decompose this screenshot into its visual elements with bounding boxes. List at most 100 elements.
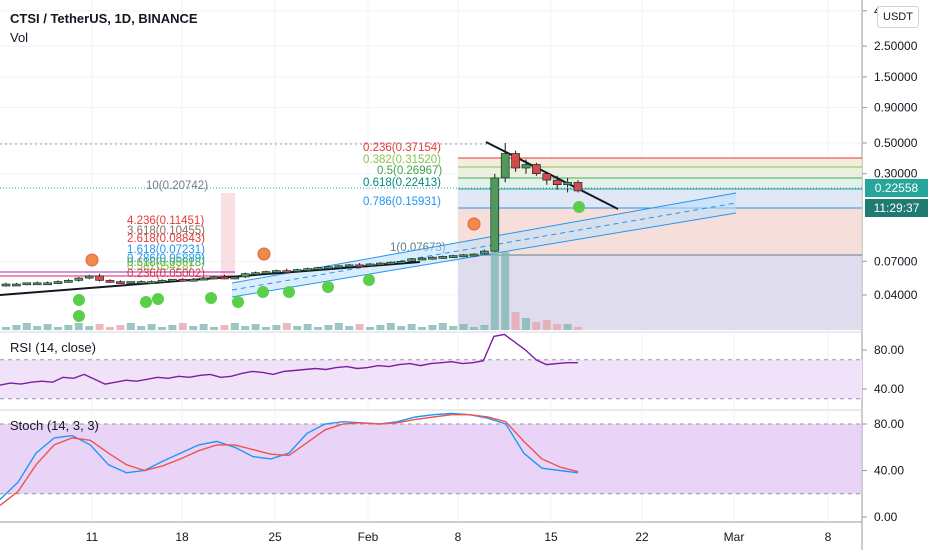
- x-tick-label: 15: [544, 530, 558, 544]
- candle-body: [116, 281, 125, 284]
- candle-body: [282, 270, 292, 273]
- volume-bar: [418, 327, 426, 330]
- volume-bar: [501, 252, 510, 330]
- rsi-line: [0, 333, 578, 386]
- candle-body: [251, 272, 260, 275]
- fib-label: 3.618(0.10455): [127, 225, 205, 237]
- stoch-y-tick-label: 40.00: [874, 464, 904, 478]
- x-tick-label: 18: [175, 530, 189, 544]
- pivot-marker: [85, 253, 99, 267]
- volume-bar: [64, 325, 73, 330]
- stoch-band: [0, 424, 862, 494]
- volume-bar: [43, 324, 52, 330]
- candle-body: [438, 256, 448, 259]
- stoch-k-line: [0, 412, 579, 501]
- y-tick-label: 0.50000: [874, 136, 918, 150]
- stoch-y-tick-label: 0.00: [874, 510, 898, 524]
- stoch-label[interactable]: Stoch (14, 3, 3): [10, 418, 99, 433]
- x-tick-label: 25: [268, 530, 282, 544]
- candle-body: [240, 273, 250, 278]
- volume-bar: [74, 323, 83, 330]
- channel-bottom-line: [231, 212, 737, 298]
- candle-body: [469, 253, 479, 257]
- volume-bar: [428, 325, 437, 330]
- candle-body: [448, 255, 458, 258]
- fib-label: 0.5(0.05428): [127, 261, 192, 273]
- rsi-label[interactable]: RSI (14, close): [10, 340, 96, 355]
- candle-body: [542, 173, 552, 181]
- currency-button[interactable]: USDT: [877, 6, 919, 28]
- volume-bar: [95, 324, 104, 330]
- candle-body: [84, 275, 94, 279]
- volume-bar: [54, 327, 62, 330]
- channel-mid-line: [231, 202, 737, 291]
- y-tick-label: 0.30000: [874, 167, 918, 181]
- volume-bar: [553, 324, 562, 330]
- fib-label: 1.618(0.07231): [127, 244, 205, 256]
- fib-label: 0.5(0.26967): [377, 165, 442, 177]
- buy-signal-dot: [73, 294, 85, 306]
- volume-bar: [532, 322, 541, 330]
- y-tick-label: 0.90000: [874, 101, 918, 115]
- candle-body: [563, 182, 572, 186]
- volume-label[interactable]: Vol: [10, 30, 29, 45]
- buy-signal-dot: [205, 292, 217, 304]
- candle-body: [344, 264, 354, 268]
- chart-legend: CTSI / TetherUS, 1D, BINANCE Vol: [10, 9, 198, 47]
- volume-bar: [459, 324, 468, 330]
- candle-body: [365, 263, 375, 267]
- candle-body: [126, 281, 136, 284]
- y-tick-label: 1.50000: [874, 70, 918, 84]
- candle-body: [1, 283, 11, 287]
- candle-body: [407, 258, 416, 262]
- volume-bar: [85, 326, 94, 330]
- volume-bar: [324, 325, 333, 330]
- parallel-channel: [232, 193, 736, 297]
- current-price-tag: 0.22558: [865, 179, 928, 197]
- candle-body: [376, 262, 385, 266]
- volume-bar: [272, 325, 281, 330]
- volume-bar: [12, 325, 21, 330]
- candle-body: [459, 254, 468, 258]
- candle-body: [199, 277, 208, 281]
- y-tick-label: 0.07000: [874, 254, 918, 268]
- candle-body: [220, 276, 229, 280]
- candle-body: [188, 278, 198, 282]
- volume-bar: [511, 312, 520, 330]
- pivot-marker: [257, 247, 271, 261]
- candle-body: [147, 281, 156, 284]
- x-tick-label: Feb: [358, 530, 379, 544]
- volume-bar: [355, 324, 364, 330]
- candle-body: [168, 278, 177, 282]
- fib-label: 0.236(0.05002): [127, 268, 205, 280]
- countdown-tag: 11:29:37: [865, 199, 928, 217]
- fib-zone: [458, 167, 862, 178]
- symbol-title[interactable]: CTSI / TetherUS, 1D, BINANCE: [10, 11, 198, 26]
- resistance-trendline: [485, 141, 619, 210]
- fib-label: 0.382(0.31520): [363, 154, 441, 166]
- x-tick-label: 8: [455, 530, 462, 544]
- candle-body: [209, 276, 219, 280]
- volume-bar: [542, 320, 551, 330]
- volume-bar: [386, 323, 395, 330]
- candle-body: [324, 266, 333, 270]
- volume-bar: [210, 327, 218, 330]
- volume-bar: [168, 325, 177, 330]
- volume-bar: [220, 325, 229, 330]
- candle-body: [386, 261, 396, 265]
- fib-zone: [458, 158, 862, 167]
- volume-bar: [293, 326, 302, 330]
- candle-body: [53, 281, 63, 284]
- fib-left-zone: [221, 193, 235, 275]
- buy-signal-dot: [363, 274, 375, 286]
- fib-label: 0.786(0.15931): [363, 196, 441, 208]
- candle-body: [532, 164, 541, 175]
- volume-bar: [574, 327, 582, 330]
- candle-body: [43, 282, 52, 286]
- volume-bar: [314, 327, 322, 330]
- fib-zone: [458, 255, 862, 330]
- x-tick-label: 11: [86, 530, 99, 544]
- volume-bar: [22, 323, 31, 330]
- volume-bar: [158, 327, 166, 330]
